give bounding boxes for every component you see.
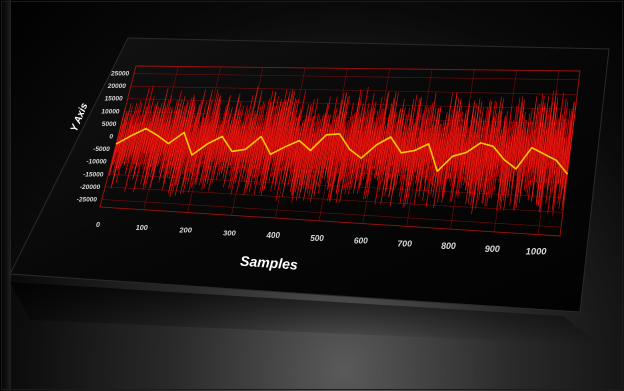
grid-line-y — [105, 186, 563, 213]
y-tick-label: 10000 — [101, 108, 119, 115]
x-tick-label: 800 — [441, 241, 456, 251]
grid-line-y — [127, 98, 576, 110]
y-tick-label: 5000 — [102, 121, 117, 128]
grid-line-y — [134, 73, 579, 81]
x-tick-label: 500 — [310, 234, 324, 243]
grid-line-y — [130, 85, 578, 95]
y-tick-label: -5000 — [93, 146, 110, 153]
y-tick-label: -25000 — [77, 196, 98, 203]
y-axis-ticks: 25000 20000 15000 10000 5000 0 -5000 -10000 -150… — [77, 71, 130, 204]
y-tick-label: -15000 — [83, 171, 104, 178]
y-tick-label: 20000 — [107, 83, 126, 90]
panel-shadow — [10, 282, 600, 345]
x-tick-label: 100 — [136, 223, 148, 232]
y-tick-label: 15000 — [105, 96, 123, 103]
raw-signal-line-overlay — [108, 85, 577, 215]
raw-signal — [108, 85, 577, 216]
x-tick-label: 900 — [485, 244, 500, 254]
y-tick-label: -10000 — [86, 159, 107, 166]
y-tick-label: -20000 — [80, 184, 101, 191]
x-tick-label: 200 — [178, 226, 192, 235]
smoothed-signal — [115, 127, 569, 175]
y-tick-label: 25000 — [110, 71, 129, 78]
left-edge-shadow — [0, 0, 11, 391]
x-tick-label: 400 — [266, 231, 281, 240]
grid-line-y — [101, 199, 562, 228]
x-axis-ticks: 0 100 200 300 400 500 600 700 800 900 1000 — [96, 222, 547, 257]
x-tick-label: 300 — [223, 228, 237, 237]
smoothed-signal-line — [115, 127, 569, 175]
grid-line-y — [124, 111, 574, 125]
x-tick-label: 600 — [354, 236, 368, 246]
y-tick-label: 0 — [109, 134, 113, 141]
plot-border — [99, 65, 581, 237]
x-tick-label: 0 — [96, 222, 100, 229]
x-tick-label: 1000 — [526, 246, 548, 257]
x-axis-title: Samples — [240, 253, 299, 273]
x-tick-label: 700 — [397, 238, 412, 248]
